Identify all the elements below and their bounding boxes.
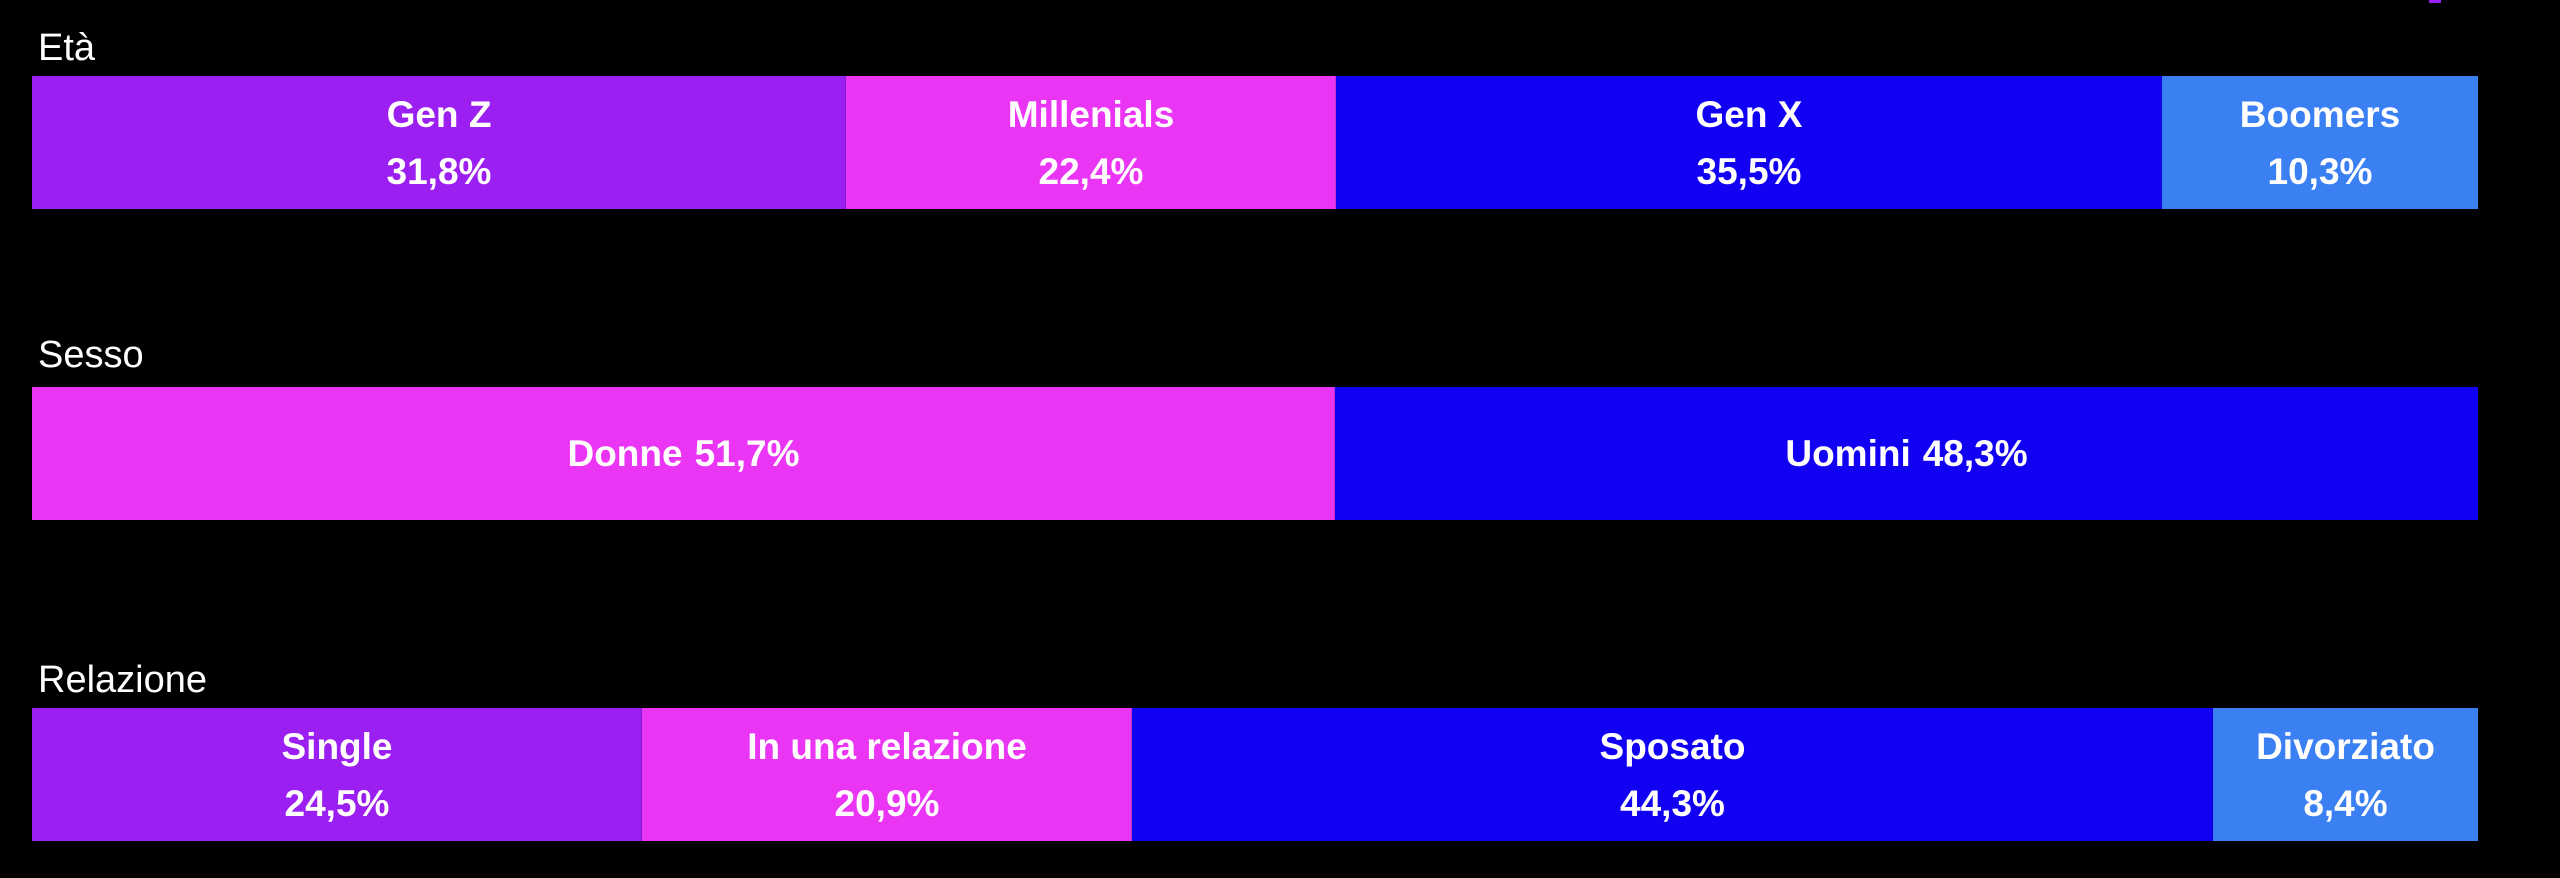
stacked-bar-sesso: Donne 51,7% Uomini 48,3% bbox=[32, 387, 2478, 520]
segment-label: Divorziato bbox=[2256, 725, 2435, 767]
segment-sposato: Sposato 44,3% bbox=[1132, 708, 2213, 841]
segment-divorziato: Divorziato 8,4% bbox=[2213, 708, 2478, 841]
segment-millenials: Millenials 22,4% bbox=[846, 76, 1336, 209]
segment-value: 20,9% bbox=[834, 782, 940, 824]
segment-label: Gen X bbox=[1695, 93, 1803, 135]
segment-value: 31,8% bbox=[386, 150, 492, 192]
segment-donne: Donne 51,7% bbox=[32, 387, 1335, 520]
stacked-bar-eta: Gen Z 31,8% Millenials 22,4% Gen X 35,5%… bbox=[32, 76, 2478, 209]
segment-value: 44,3% bbox=[1620, 782, 1725, 824]
segment-value: 51,7% bbox=[694, 433, 800, 474]
segment-gen-z: Gen Z 31,8% bbox=[32, 76, 846, 209]
segment-value: 10,3% bbox=[2267, 150, 2373, 192]
segment-label: Donne bbox=[567, 433, 683, 474]
section-title-eta: Età bbox=[38, 27, 96, 69]
segment-label: Uomini bbox=[1785, 433, 1911, 474]
segment-label: Single bbox=[281, 725, 393, 767]
segment-value: 48,3% bbox=[1922, 433, 2028, 474]
segment-label: Sposato bbox=[1599, 725, 1746, 767]
segment-uomini: Uomini 48,3% bbox=[1335, 387, 2478, 520]
segment-label: Boomers bbox=[2239, 93, 2401, 135]
section-title-relazione: Relazione bbox=[38, 659, 207, 701]
segment-value: 8,4% bbox=[2303, 782, 2388, 824]
segment-label: In una relazione bbox=[747, 725, 1027, 767]
segment-boomers: Boomers 10,3% bbox=[2162, 76, 2478, 209]
segment-label: Millenials bbox=[1007, 93, 1175, 135]
stacked-bar-relazione: Single 24,5% In una relazione 20,9% Spos… bbox=[32, 708, 2478, 841]
section-title-sesso: Sesso bbox=[38, 334, 144, 376]
segment-label: Gen Z bbox=[386, 93, 492, 135]
segment-value: 24,5% bbox=[284, 782, 390, 824]
segment-single: Single 24,5% bbox=[32, 708, 642, 841]
segment-in-una-relazione: In una relazione 20,9% bbox=[642, 708, 1132, 841]
top-edge-marker bbox=[2429, 0, 2441, 3]
segment-gen-x: Gen X 35,5% bbox=[1336, 76, 2162, 209]
segment-value: 22,4% bbox=[1038, 150, 1144, 192]
segment-value: 35,5% bbox=[1696, 150, 1802, 192]
